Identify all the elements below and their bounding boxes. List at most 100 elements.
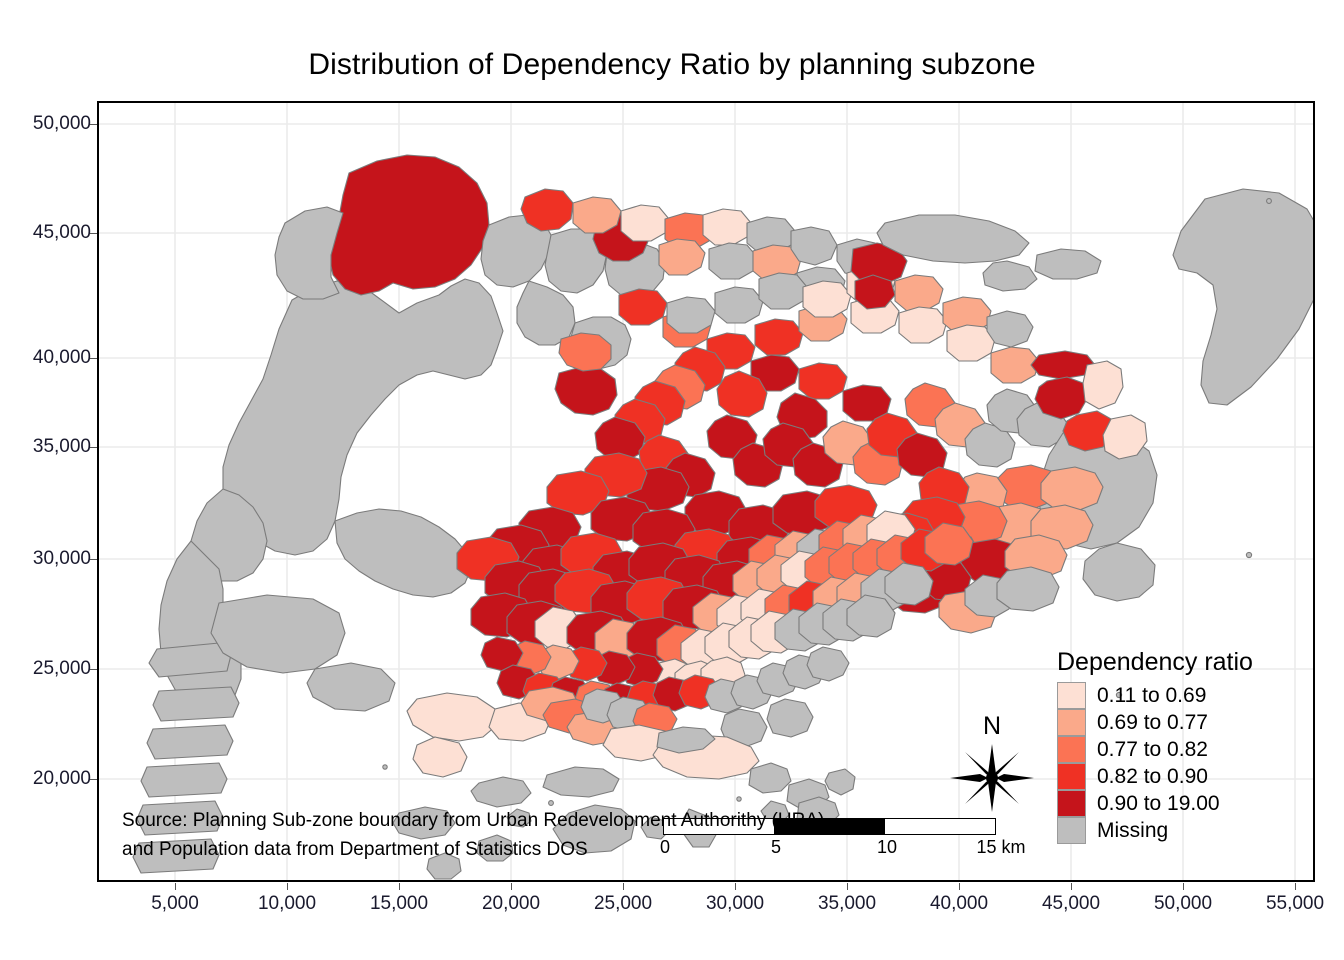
subzone: [982, 260, 1038, 292]
subzone: [132, 838, 220, 874]
subzone: [802, 280, 852, 318]
x-tick-label: 20,000: [481, 893, 541, 914]
subzone: [846, 594, 896, 638]
legend-item[interactable]: 0.69 to 0.77: [1057, 709, 1253, 736]
y-tick-label: 40,000: [32, 347, 91, 368]
x-tick-label: 5,000: [151, 893, 199, 914]
subzone: [558, 332, 612, 372]
subzone: [702, 208, 752, 246]
scale-segment: [664, 819, 775, 834]
caption-line-1: Source: Planning Sub-zone boundary from …: [122, 810, 825, 831]
subzone: [572, 196, 622, 234]
subzone-layer: [132, 154, 1313, 880]
source-caption: Source: Planning Sub-zone boundary from …: [122, 806, 824, 865]
subzone: [520, 188, 574, 232]
north-arrow: N: [948, 714, 1036, 814]
subzone: [964, 422, 1016, 468]
caption-line-2: and Population data from Department of S…: [122, 839, 588, 861]
subzone: [274, 206, 344, 300]
subzone: [1115, 691, 1123, 699]
scale-bar-labels: 0 5 10 15 km: [659, 837, 1026, 861]
subzone: [406, 692, 498, 742]
x-tick-label: 45,000: [1041, 893, 1101, 914]
subzone: [146, 724, 234, 760]
y-tick-label: 20,000: [32, 768, 91, 789]
legend-swatch: [1057, 817, 1086, 844]
subzone: [736, 796, 742, 802]
subzone: [708, 242, 758, 280]
legend-label: 0.90 to 19.00: [1097, 791, 1220, 815]
x-tick-label: 35,000: [817, 893, 877, 914]
subzone: [896, 432, 948, 478]
subzone: [190, 488, 268, 582]
map-legend: Dependency ratio 0.11 to 0.69 0.69 to 0.…: [1057, 648, 1253, 844]
legend-label: 0.82 to 0.90: [1097, 764, 1208, 788]
subzone: [470, 776, 532, 808]
scale-tick-label: 5: [770, 837, 782, 857]
subzone: [1102, 414, 1148, 460]
subzone: [1034, 376, 1088, 420]
subzone: [148, 642, 232, 678]
subzone: [1082, 360, 1124, 410]
subzone: [542, 766, 620, 798]
subzone: [426, 852, 462, 880]
page-title: Distribution of Dependency Ratio by plan…: [308, 48, 1036, 81]
scale-bar: 0 5 10 15 km: [659, 818, 1026, 861]
legend-swatch: [1057, 709, 1086, 736]
subzone: [894, 274, 944, 312]
scale-tick-label: 0: [659, 837, 671, 857]
x-tick-label: 40,000: [929, 893, 989, 914]
y-tick-label: 25,000: [32, 658, 91, 679]
legend-item[interactable]: 0.90 to 19.00: [1057, 790, 1253, 817]
x-tick-label: 55,000: [1265, 893, 1325, 914]
legend-item[interactable]: 0.11 to 0.69: [1057, 682, 1253, 709]
subzone: [714, 286, 764, 324]
subzone: [1172, 188, 1313, 406]
legend-label: Missing: [1097, 818, 1169, 842]
subzone: [754, 318, 804, 356]
subzone: [1266, 198, 1272, 204]
legend-title: Dependency ratio: [1057, 648, 1253, 676]
subzone: [552, 804, 636, 854]
x-tick-label: 10,000: [257, 893, 317, 914]
subzone: [790, 226, 838, 266]
scale-segment: [884, 819, 995, 834]
subzone: [548, 800, 554, 806]
subzone: [476, 834, 514, 862]
subzone: [140, 762, 228, 798]
subzone: [876, 214, 1030, 264]
legend-item[interactable]: 0.82 to 0.90: [1057, 763, 1253, 790]
subzone: [666, 296, 716, 334]
subzone: [758, 272, 808, 310]
subzone: [334, 508, 472, 598]
subzone: [1034, 248, 1102, 280]
compass-star-icon: [950, 744, 1034, 812]
map-panel[interactable]: [97, 101, 1315, 882]
subzone: [618, 288, 668, 326]
subzone: [152, 686, 240, 722]
subzone: [328, 154, 490, 296]
subzone: [210, 594, 346, 674]
y-tick-label: 50,000: [32, 113, 91, 134]
subzone: [806, 646, 850, 682]
x-tick-label: 30,000: [705, 893, 765, 914]
subzone: [996, 566, 1060, 612]
y-tick-label: 30,000: [32, 548, 91, 569]
subzone: [516, 280, 576, 346]
subzone: [382, 764, 388, 770]
map-svg: [99, 103, 1313, 880]
subzone: [986, 310, 1034, 348]
legend-label: 0.11 to 0.69: [1097, 683, 1207, 707]
legend-item[interactable]: 0.77 to 0.82: [1057, 736, 1253, 763]
legend-item[interactable]: Missing: [1057, 817, 1253, 844]
subzone: [306, 662, 396, 712]
subzone: [658, 238, 706, 276]
subzone: [506, 808, 532, 828]
subzone: [392, 806, 456, 840]
x-tick-label: 25,000: [593, 893, 653, 914]
subzone: [798, 362, 848, 400]
subzone: [656, 726, 716, 754]
subzone: [924, 522, 974, 566]
x-tick-label: 15,000: [369, 893, 429, 914]
subzone: [1245, 551, 1253, 559]
